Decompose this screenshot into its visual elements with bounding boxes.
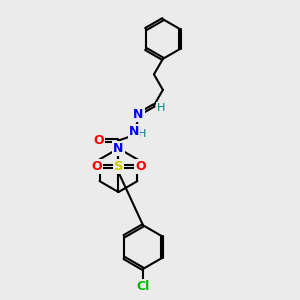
Text: N: N (133, 108, 144, 121)
Text: S: S (114, 160, 123, 173)
Text: H: H (138, 129, 146, 139)
Text: O: O (93, 134, 104, 147)
Text: Cl: Cl (136, 280, 150, 293)
Text: O: O (92, 160, 102, 173)
Text: H: H (157, 103, 165, 113)
Text: N: N (129, 125, 139, 138)
Text: N: N (113, 142, 124, 155)
Text: O: O (135, 160, 146, 173)
